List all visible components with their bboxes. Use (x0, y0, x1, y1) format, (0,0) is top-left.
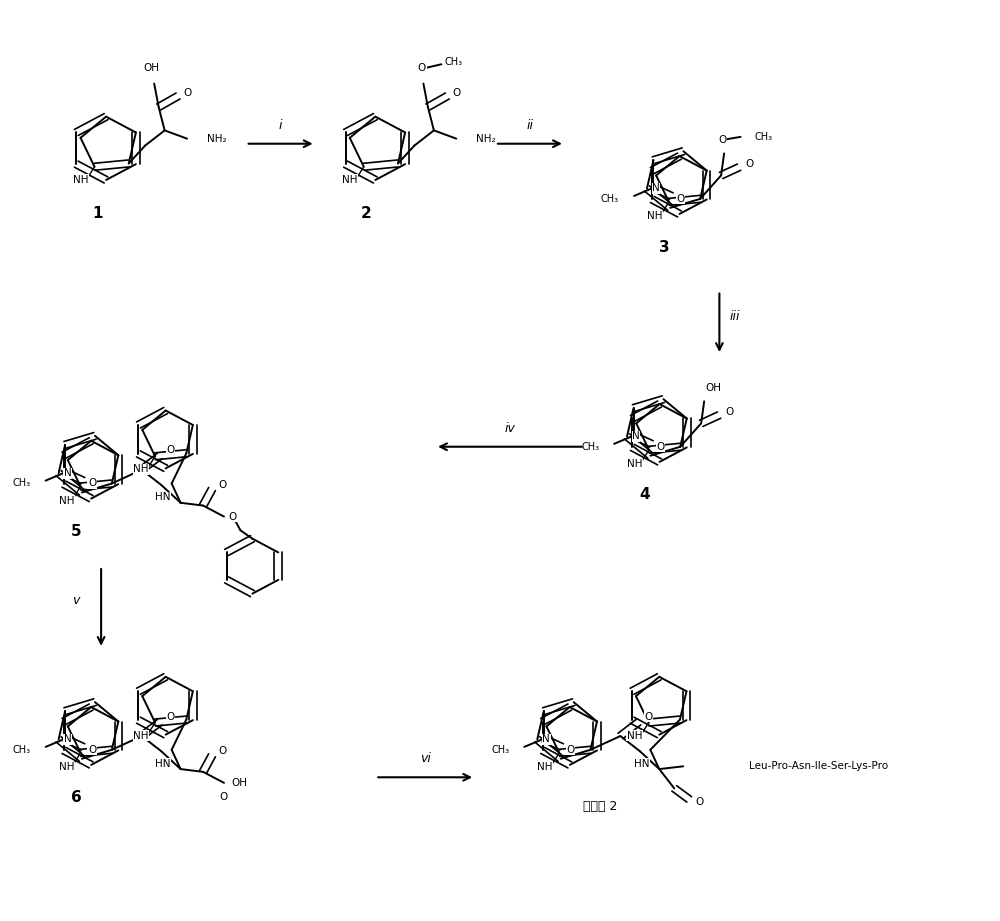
Text: O: O (218, 746, 227, 756)
Text: O: O (183, 88, 191, 99)
Text: N: N (652, 183, 660, 193)
Text: OH: OH (231, 778, 247, 787)
Text: CH₃: CH₃ (754, 132, 772, 142)
Text: iii: iii (729, 309, 740, 322)
Text: O: O (645, 712, 653, 722)
Text: O: O (745, 159, 754, 169)
Text: CH₃: CH₃ (444, 56, 462, 66)
Text: N: N (64, 734, 71, 744)
Text: NH: NH (647, 211, 662, 221)
Text: O: O (567, 745, 575, 754)
Text: i: i (279, 119, 282, 132)
Text: O: O (452, 88, 460, 99)
Text: 2: 2 (361, 205, 372, 220)
Text: HN: HN (155, 493, 170, 502)
Text: v: v (72, 594, 80, 608)
Text: NH₂: NH₂ (207, 134, 226, 144)
Text: NH₂: NH₂ (476, 134, 495, 144)
Text: CH₃: CH₃ (601, 193, 619, 204)
Text: NH: NH (59, 763, 74, 772)
Text: ii: ii (526, 119, 533, 132)
Text: O: O (718, 134, 727, 145)
Text: O: O (88, 478, 96, 488)
Text: NH: NH (73, 175, 88, 185)
Text: OH: OH (143, 64, 159, 74)
Text: iv: iv (505, 422, 515, 435)
Text: NH: NH (133, 730, 149, 740)
Text: CH₃: CH₃ (581, 442, 599, 451)
Text: O: O (676, 193, 685, 204)
Text: N: N (542, 734, 550, 744)
Text: NH: NH (537, 763, 553, 772)
Text: 化合物 2: 化合物 2 (583, 799, 617, 812)
Text: O: O (218, 480, 227, 490)
Text: NH: NH (133, 464, 149, 474)
Text: O: O (696, 798, 704, 807)
Text: NH: NH (59, 495, 74, 506)
Text: O: O (88, 745, 96, 754)
Text: O: O (228, 511, 237, 521)
Text: NH: NH (342, 175, 357, 185)
Text: O: O (220, 792, 228, 801)
Text: 3: 3 (659, 239, 670, 254)
Text: O: O (166, 446, 174, 456)
Text: N: N (64, 468, 71, 478)
Text: N: N (632, 431, 640, 441)
Text: O: O (725, 407, 734, 417)
Text: 5: 5 (71, 524, 81, 539)
Text: CH₃: CH₃ (13, 478, 31, 488)
Text: HN: HN (634, 759, 649, 768)
Text: HN: HN (155, 759, 170, 768)
Text: Leu-Pro-Asn-Ile-Ser-Lys-Pro: Leu-Pro-Asn-Ile-Ser-Lys-Pro (749, 762, 888, 771)
Text: NH: NH (627, 460, 643, 469)
Text: CH₃: CH₃ (491, 745, 509, 754)
Text: 1: 1 (92, 205, 102, 220)
Text: 4: 4 (639, 487, 650, 503)
Text: O: O (656, 442, 665, 451)
Text: 6: 6 (71, 790, 82, 806)
Text: CH₃: CH₃ (13, 745, 31, 754)
Text: OH: OH (705, 382, 721, 392)
Text: O: O (418, 64, 426, 74)
Text: vi: vi (420, 752, 431, 765)
Text: O: O (166, 712, 174, 722)
Text: NH: NH (627, 730, 642, 740)
